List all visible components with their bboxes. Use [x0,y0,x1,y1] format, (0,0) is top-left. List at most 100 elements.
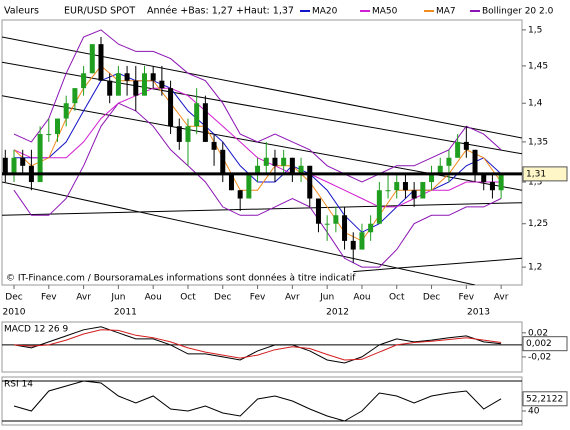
current-label: 52,2122 [526,394,563,404]
y-tick-label: -0,02 [528,352,551,362]
candle-body [150,73,156,81]
year-label: 2013 [467,308,490,318]
candle-body [228,173,234,191]
y-tick-label: 1,4 [528,99,543,109]
candle-body [2,157,8,174]
candle-body [141,73,147,96]
candle-body [168,88,174,127]
candle-body [307,165,313,199]
candle-body [133,80,139,96]
indicator-line [13,326,502,364]
source-note: © IT-Finance.com / BoursoramaLes informa… [6,273,356,284]
candle-body [159,80,165,89]
candle-body [446,157,452,166]
x-tick-label: Aou [353,293,370,303]
x-tick-label: Fev [459,293,475,303]
candle-body [255,165,261,174]
candle-body [211,141,217,150]
instrument: EUR/USD SPOT [64,6,135,17]
panel [2,326,522,364]
x-tick-label: Aou [145,293,162,303]
candle-body [246,173,252,199]
candle-body [46,134,52,136]
candle-body [37,134,43,183]
candle-body [342,215,348,241]
candle-body [63,103,69,119]
indicator-line [13,380,502,422]
y-tick-label: 1,25 [528,219,548,229]
candle-body [20,157,26,166]
x-tick-label: Jun [319,293,334,303]
x-tick-label: Dec [5,293,22,303]
candle-body [98,44,104,81]
y-tick-label: 1,35 [528,137,548,147]
x-tick-label: Fev [250,293,266,303]
year-label: 2010 [3,308,26,318]
candle-body [324,223,330,225]
bollinger-lower [13,102,502,268]
moving-average [13,65,502,242]
candle-body [281,157,287,166]
legend-label: MA7 [436,7,456,17]
candle-body [333,215,339,224]
candle-body [107,80,113,96]
candle-body [202,103,208,142]
panel-title: MACD 12 26 9 [4,325,68,335]
y-tick-label: 0,02 [528,328,548,338]
year-range: Année +Bas: 1,27 +Haut: 1,37 [147,6,294,17]
x-tick-label: Fev [41,293,57,303]
current-label: 1,31 [526,169,546,179]
indicator-line [13,329,502,361]
candle-body [350,240,356,250]
x-tick-label: Avr [494,293,509,303]
candle-body [72,88,78,104]
x-tick-label: Jun [110,293,125,303]
candle-body [298,165,304,174]
candle-body [489,182,495,191]
panel [2,29,522,285]
panel [2,380,522,422]
candle-body [411,190,417,199]
x-tick-label: Oct [389,293,405,303]
x-tick-label: Dec [214,293,231,303]
candle-body [185,126,191,142]
candle-body [124,73,130,81]
candle-body [385,190,391,192]
year-label: 2011 [114,308,137,318]
candle-body [376,190,382,224]
candle-body [81,73,87,89]
candle-body [194,103,200,127]
candle-body [359,232,365,250]
y-tick-label: 1,3 [528,178,542,188]
trend-line [353,257,522,273]
trend-line [2,36,522,139]
candle-body [437,165,443,174]
x-tick-label: Dec [423,293,440,303]
candle-body [220,149,226,174]
candle-body [402,182,408,191]
y-tick-label: 1,45 [528,61,548,71]
current-box [522,166,568,182]
panel-title: RSI 14 [4,380,33,390]
current-label: 0,002 [526,339,552,349]
candle-body [368,223,374,233]
x-tick-label: Oct [180,293,196,303]
panel-frame [1,321,523,373]
bollinger-upper [13,29,502,183]
trend-line [2,61,522,155]
candle-body [315,198,321,224]
panel-frame [1,19,523,286]
legend-label: MA50 [372,7,398,17]
candle-body [498,173,504,191]
year-label: 2012 [326,308,349,318]
current-box [522,391,568,407]
candle-body [463,141,469,150]
legend-label: MA20 [312,7,338,17]
candle-body [89,44,95,74]
candle-body [176,126,182,142]
candle-body [394,182,400,191]
y-tick-label: 40 [528,407,540,417]
y-tick-label: 1,2 [528,263,542,273]
x-tick-label: Avr [285,293,300,303]
candle-body [115,73,121,96]
